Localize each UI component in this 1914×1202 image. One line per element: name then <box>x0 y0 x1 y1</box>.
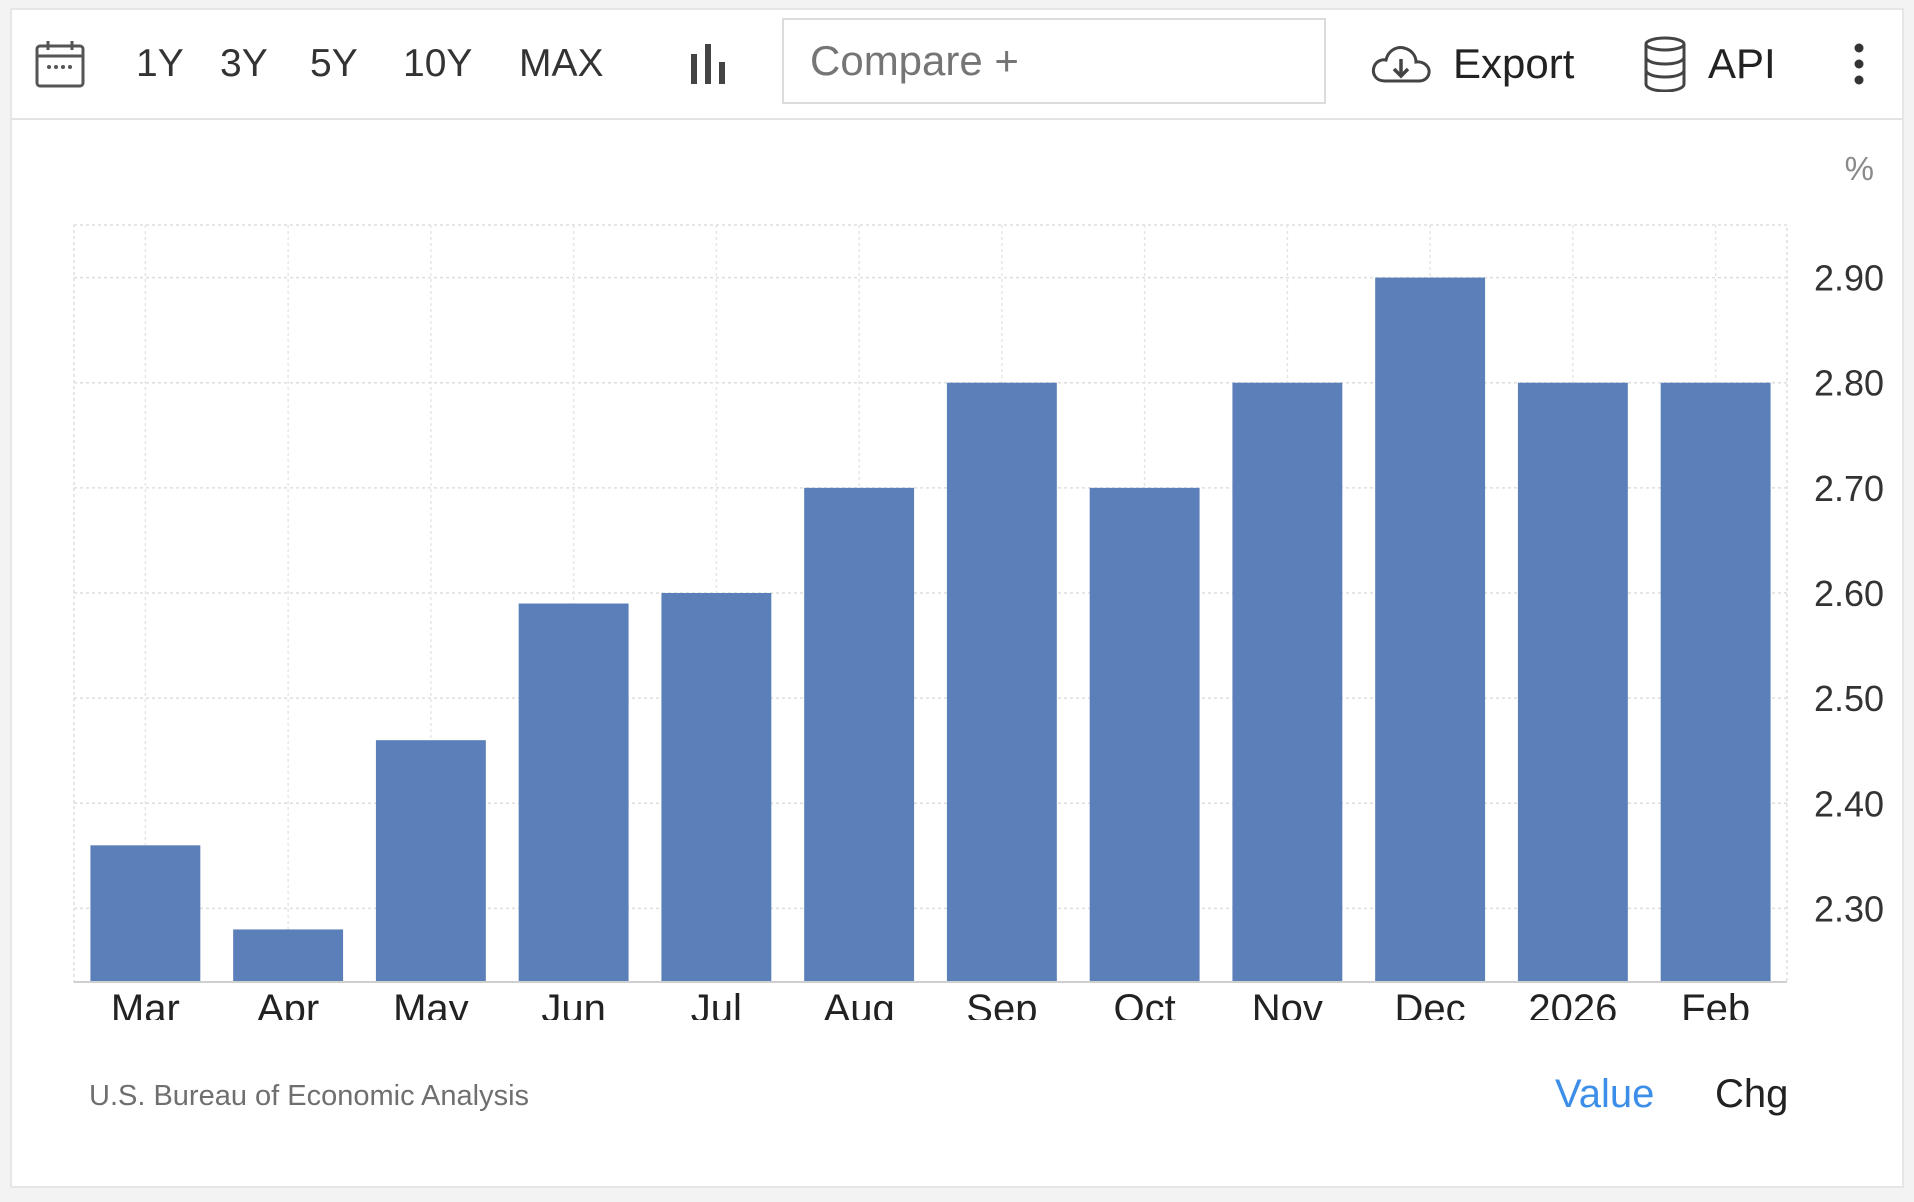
x-tick-label: Feb <box>1681 987 1750 1020</box>
bar-2026 <box>1517 382 1628 982</box>
bar-mar <box>90 845 201 982</box>
plot-area: % 2.30 2.40 2.50 2.60 2.70 2.80 2.90 Mar Apr May J… <box>12 120 1902 1188</box>
bar-oct <box>1089 487 1200 982</box>
compare-input[interactable] <box>782 18 1326 104</box>
bar-chart-icon <box>691 44 725 84</box>
x-tick-label: Jun <box>541 987 606 1020</box>
export-label: Export <box>1453 40 1575 87</box>
vertical-dots-icon <box>1854 43 1864 85</box>
x-tick-label: Jul <box>691 987 742 1020</box>
y-tick-label: 2.40 <box>1814 783 1884 824</box>
source-label: U.S. Bureau of Economic Analysis <box>89 1080 530 1112</box>
range-max-button[interactable]: MAX <box>519 42 604 85</box>
x-tick-label: 2026 <box>1528 987 1617 1020</box>
bar-apr <box>233 929 344 982</box>
chart-type-button[interactable] <box>688 10 728 118</box>
bar-feb <box>1660 382 1771 982</box>
y-tick-label: 2.70 <box>1814 468 1884 509</box>
calendar-button[interactable] <box>34 10 86 118</box>
bar-sep <box>946 382 1057 982</box>
bar-may <box>375 740 486 982</box>
bar-dec <box>1375 277 1486 982</box>
api-button[interactable]: API <box>1642 10 1776 118</box>
value-toggle[interactable]: Value <box>1555 1072 1655 1116</box>
unit-label: % <box>1844 150 1874 187</box>
range-1y-button[interactable]: 1Y <box>136 42 184 85</box>
more-options-button[interactable] <box>1852 10 1866 118</box>
range-3y-button[interactable]: 3Y <box>220 42 268 85</box>
chg-toggle[interactable]: Chg <box>1715 1072 1789 1116</box>
y-tick-label: 2.90 <box>1814 258 1884 299</box>
x-tick-label: Mar <box>111 987 180 1020</box>
export-button[interactable]: Export <box>1369 10 1574 118</box>
bar-jul <box>661 592 772 982</box>
x-tick-label: Dec <box>1395 987 1466 1020</box>
y-tick-label: 2.80 <box>1814 363 1884 404</box>
chart-toolbar: 1Y 3Y 5Y 10Y MAX Export <box>12 10 1902 120</box>
bar-jun <box>518 603 629 982</box>
calendar-icon <box>35 41 85 88</box>
x-tick-label: Aug <box>824 987 895 1020</box>
api-label: API <box>1708 40 1776 87</box>
bar-aug <box>804 487 915 982</box>
chart-widget: 1Y 3Y 5Y 10Y MAX Export <box>10 8 1904 1188</box>
range-10y-button[interactable]: 10Y <box>403 42 473 85</box>
y-tick-label: 2.30 <box>1814 888 1884 929</box>
x-tick-label: Apr <box>257 987 319 1020</box>
x-tick-label: Nov <box>1252 987 1323 1020</box>
y-tick-label: 2.60 <box>1814 573 1884 614</box>
database-icon <box>1644 36 1686 92</box>
bar-chart: 2.30 2.40 2.50 2.60 2.70 2.80 2.90 Mar Apr May Jun… <box>73 224 1884 1020</box>
x-tick-label: Sep <box>966 987 1037 1020</box>
x-tick-label: Oct <box>1114 987 1176 1020</box>
y-tick-label: 2.50 <box>1814 678 1884 719</box>
range-5y-button[interactable]: 5Y <box>310 42 358 85</box>
cloud-download-icon <box>1371 46 1431 83</box>
x-tick-label: May <box>393 987 469 1020</box>
bar-nov <box>1232 382 1343 982</box>
